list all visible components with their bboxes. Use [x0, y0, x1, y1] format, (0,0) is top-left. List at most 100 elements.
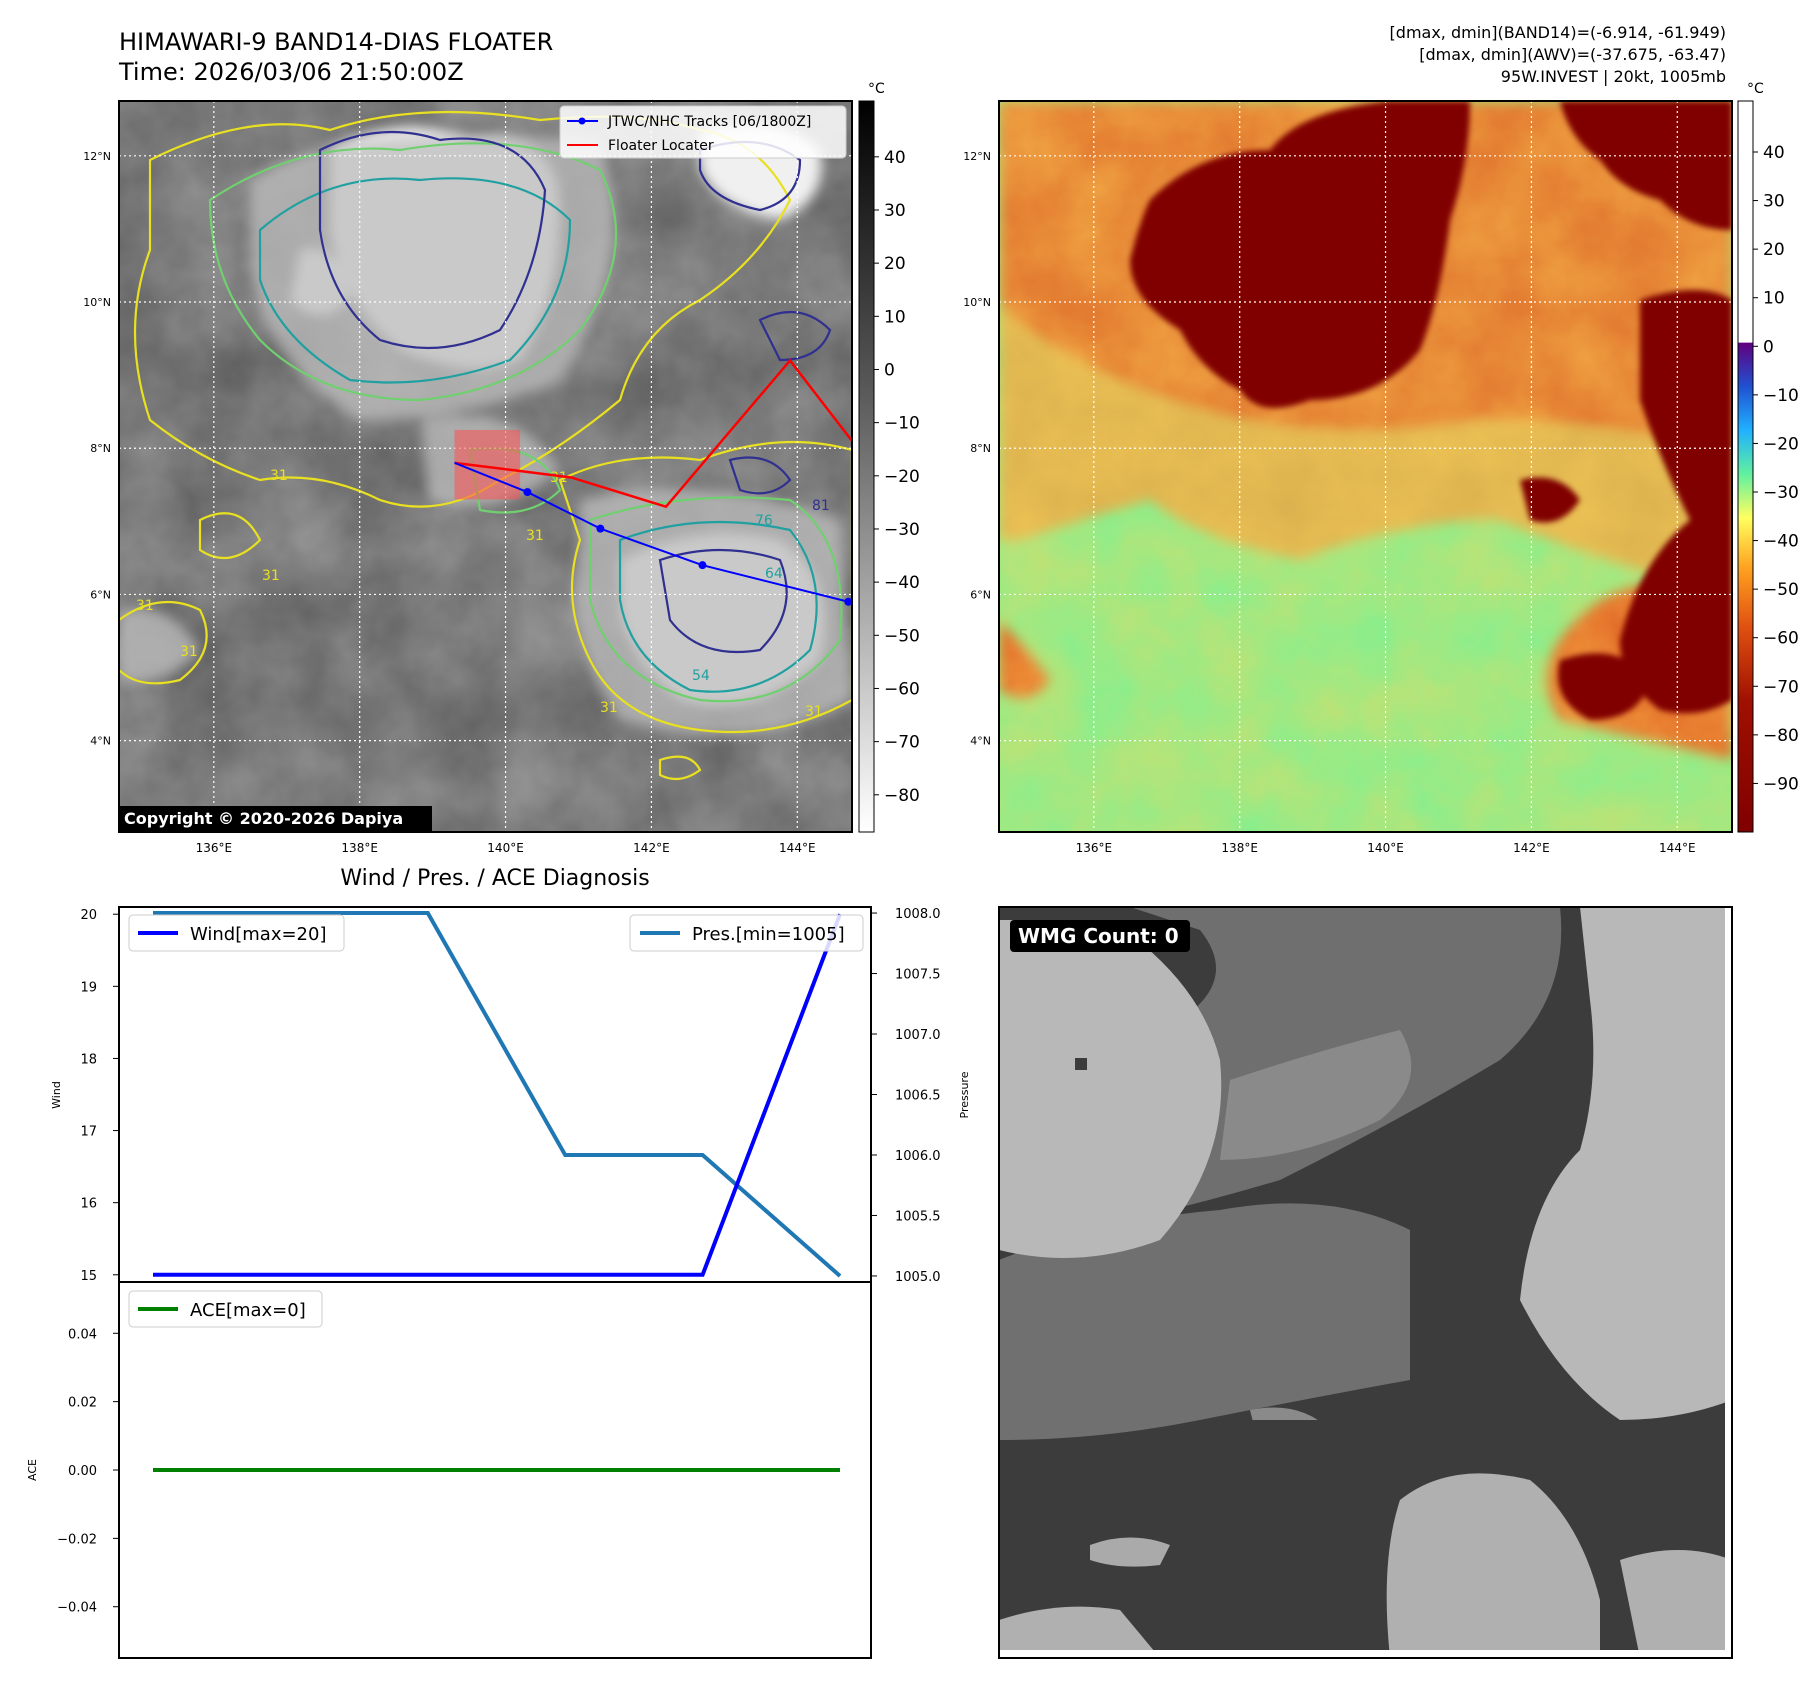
awv-gridlines [999, 101, 1732, 832]
stats-band14: [dmax, dmin](BAND14)=(-6.914, -61.949) [1390, 23, 1726, 42]
colorbar-tick-label: 20 [1763, 240, 1785, 260]
wind-tick-label: 18 [80, 1052, 97, 1067]
colorbar-tick-label: −80 [1763, 726, 1799, 746]
wind-axis-ticks: 15 16 17 18 19 20 [80, 908, 119, 1284]
colorbar-tick-label: −20 [884, 467, 920, 487]
lat-tick-label: 4°N [90, 735, 111, 748]
ace-axis-ticks: 0.04 0.02 0.00 −0.02 −0.04 [57, 1327, 119, 1616]
track-point [844, 597, 852, 606]
legend-floater-label: Floater Locater [608, 138, 714, 154]
wmg-frame [998, 906, 1733, 1659]
copyright-box [120, 806, 432, 831]
awv-map-frame [998, 100, 1733, 833]
ace-tick-label: −0.04 [57, 1601, 97, 1616]
color-colorbar-unit: °C [1747, 81, 1764, 97]
colorbar-tick-label: 10 [1763, 289, 1785, 309]
lat-tick-label: 12°N [83, 150, 111, 163]
pressure-legend-label: Pres.[min=1005] [692, 924, 845, 945]
pressure-tick-label: 1006.0 [895, 1149, 941, 1164]
stats-awv: [dmax, dmin](AWV)=(-37.675, -63.47) [1419, 45, 1726, 64]
contour-label: 31 [600, 700, 618, 716]
colorbar-tick-label: −50 [884, 626, 920, 646]
wmg-count-label: WMG Count: 0 [1018, 924, 1179, 948]
wind-tick-label: 20 [80, 908, 97, 923]
awv-lat-axis: 4°N 6°N 8°N 10°N 12°N [963, 150, 991, 748]
ir-contours [119, 110, 852, 781]
legend-box [559, 105, 847, 159]
figure-title: HIMAWARI-9 BAND14-DIAS FLOATER [119, 28, 553, 56]
gray-colorbar-ticks: 40 30 20 10 0 −10 −20 −30 −40 −50 −60 −70 −80 [874, 148, 920, 806]
lon-tick-label: 136°E [1076, 841, 1113, 855]
wind-axis-label: Wind [50, 1081, 63, 1109]
ir-map-frame [118, 100, 853, 833]
lat-tick-label: 10°N [963, 296, 991, 309]
contour-label: 31 [180, 644, 198, 660]
pressure-series-line [153, 911, 842, 1278]
colorbar-tick-label: 40 [884, 148, 906, 168]
pressure-tick-label: 1008.0 [895, 907, 941, 922]
awv-map-panel: 4°N 6°N 8°N 10°N 12°N 136°E 138°E 140°E 142°E 14… [963, 100, 1733, 855]
contour-label: 81 [812, 498, 830, 514]
colorbar-tick-label: −10 [1763, 386, 1799, 406]
ace-tick-label: 0.02 [68, 1396, 97, 1411]
lat-tick-label: 6°N [970, 588, 991, 601]
track-point [698, 561, 707, 570]
colorbar-tick-label: −70 [884, 733, 920, 753]
lat-tick-label: 10°N [83, 296, 111, 309]
colorbar-tick-label: −10 [884, 414, 920, 434]
wind-series-line [153, 913, 842, 1277]
colorbar-tick-label: 20 [884, 254, 906, 274]
wind-tick-label: 17 [80, 1125, 97, 1140]
lon-tick-label: 144°E [779, 841, 816, 855]
wmg-regions [999, 907, 1732, 1658]
lon-tick-label: 136°E [196, 841, 233, 855]
colorbar-tick-label: −60 [1763, 629, 1799, 649]
legend-track-marker [578, 117, 586, 125]
lon-tick-label: 142°E [1513, 841, 1550, 855]
colorbar-tick-label: 0 [884, 360, 895, 380]
ir-map-panel: 31 31 31 31 31 31 64 76 81 54 31 31 [83, 100, 853, 855]
wind-tick-label: 15 [80, 1269, 97, 1284]
color-colorbar: °C 40 30 20 10 0 −10 −20 −30 −40 −50 −60 −70 −80 −90 [1737, 81, 1799, 833]
track-points [523, 488, 852, 606]
colorbar-tick-label: −20 [1763, 434, 1799, 454]
ace-plot: 0.04 0.02 0.00 −0.02 −0.04 ACE ACE[max=0] [26, 1281, 872, 1659]
contour-label: 31 [136, 598, 154, 614]
ir-lat-axis: 4°N 6°N 8°N 10°N 12°N [83, 150, 111, 748]
lat-tick-label: 12°N [963, 150, 991, 163]
ace-tick-label: −0.02 [57, 1532, 97, 1547]
ir-legend: JTWC/NHC Tracks [06/1800Z] Floater Locat… [559, 105, 847, 159]
lon-tick-label: 142°E [633, 841, 670, 855]
lat-tick-label: 4°N [970, 735, 991, 748]
pressure-axis-label: Pressure [958, 1071, 971, 1118]
awv-lon-axis: 136°E 138°E 140°E 142°E 144°E [1076, 841, 1696, 855]
gray-colorbar-unit: °C [868, 81, 885, 97]
wind-legend-box [128, 914, 345, 952]
ace-legend-box [128, 1290, 323, 1328]
ace-tick-label: 0.00 [68, 1464, 97, 1479]
ace-tick-label: 0.04 [68, 1327, 97, 1342]
pressure-tick-label: 1005.5 [895, 1209, 941, 1224]
wind-legend-label: Wind[max=20] [190, 924, 327, 945]
pressure-tick-label: 1006.5 [895, 1089, 941, 1104]
floater-path [454, 358, 852, 509]
legend-track-label: JTWC/NHC Tracks [06/1800Z] [607, 114, 811, 130]
colorbar-tick-label: −90 [1763, 774, 1799, 794]
contour-label: 31 [262, 568, 280, 584]
lon-tick-label: 140°E [1367, 841, 1404, 855]
contour-label: 76 [755, 513, 773, 529]
pressure-legend-box [629, 914, 864, 952]
colorbar-tick-label: 30 [1763, 192, 1785, 212]
colorbar-tick-label: −30 [1763, 483, 1799, 503]
pressure-tick-label: 1007.0 [895, 1028, 941, 1043]
contour-label: 31 [270, 468, 288, 484]
ace-legend-label: ACE[max=0] [190, 1300, 306, 1321]
ir-lon-axis: 136°E 138°E 140°E 142°E 144°E [196, 841, 816, 855]
colorbar-tick-label: −30 [884, 520, 920, 540]
wmg-count-box [1010, 920, 1190, 952]
contour-label: 31 [526, 528, 544, 544]
colorbar-tick-label: 10 [884, 307, 906, 327]
colorbar-tick-label: 0 [1763, 337, 1774, 357]
